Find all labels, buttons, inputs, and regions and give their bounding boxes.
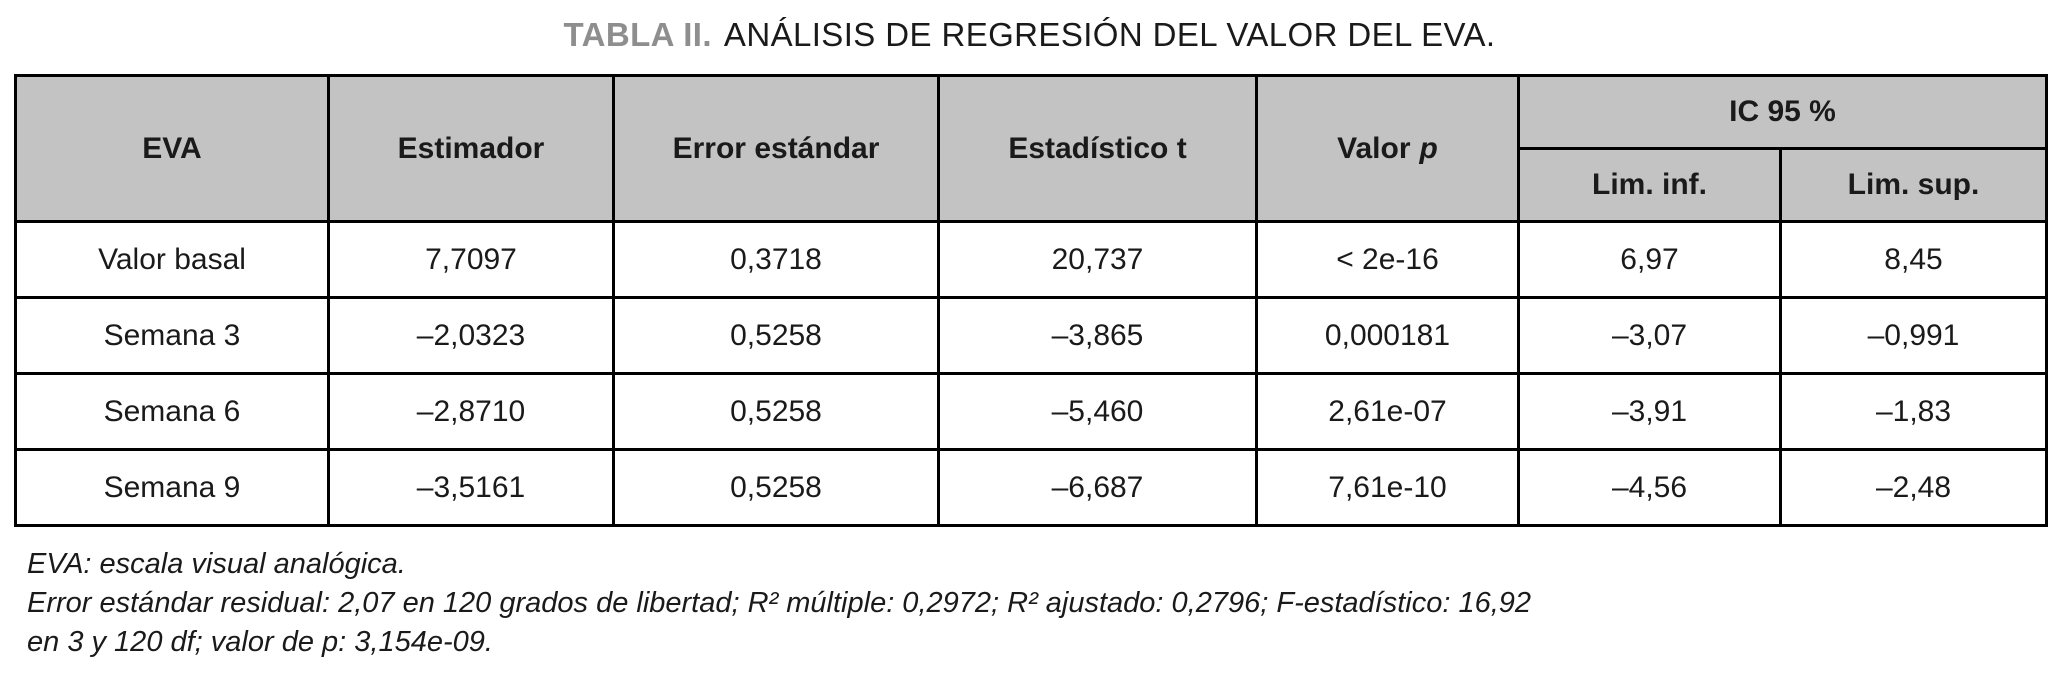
- table-row-semana-6: Semana 6 –2,8710 0,5258 –5,460 2,61e-07 …: [14, 372, 2048, 451]
- table-title-label: TABLA II.: [563, 16, 712, 53]
- cell-lim-inf: 6,97: [1517, 220, 1782, 299]
- cell-eva: Semana 6: [14, 372, 330, 451]
- cell-error-estandar: 0,3718: [612, 220, 940, 299]
- valor-p-prefix: Valor: [1337, 131, 1411, 165]
- col-header-error-estandar: Error estándar: [612, 74, 940, 223]
- cell-lim-inf: –3,91: [1517, 372, 1782, 451]
- header-row-2: Lim. inf. Lim. sup.: [16, 147, 2048, 223]
- cell-estadistico-t: –5,460: [937, 372, 1258, 451]
- table-row-semana-3: Semana 3 –2,0323 0,5258 –3,865 0,000181 …: [14, 296, 2048, 375]
- footnote-line-2: Error estándar residual: 2,07 en 120 gra…: [27, 587, 1532, 620]
- table-header: EVA Estimador Error estándar Estadístico…: [14, 74, 2048, 223]
- cell-valor-p: 2,61e-07: [1255, 372, 1520, 451]
- page: TABLA II. ANÁLISIS DE REGRESIÓN DEL VALOR…: [0, 0, 2059, 662]
- cell-lim-inf: –3,07: [1517, 296, 1782, 375]
- col-header-estadistico-t: Estadístico t: [937, 74, 1258, 223]
- cell-estadistico-t: 20,737: [937, 220, 1258, 299]
- footnote-line-3: en 3 y 120 df; valor de p: 3,154e-09.: [27, 626, 493, 659]
- table-row-semana-9: Semana 9 –3,5161 0,5258 –6,687 7,61e-10 …: [14, 448, 2048, 527]
- valor-p-italic: p: [1419, 131, 1438, 165]
- col-header-lim-sup: Lim. sup.: [1779, 147, 2048, 223]
- col-header-ic95: IC 95 %: [1517, 74, 2048, 150]
- col-header-valor-p: Valor p: [1255, 74, 1520, 223]
- cell-estimador: 7,7097: [327, 220, 615, 299]
- cell-error-estandar: 0,5258: [612, 448, 940, 527]
- table-title: TABLA II. ANÁLISIS DE REGRESIÓN DEL VALOR…: [0, 0, 2059, 54]
- cell-lim-sup: –1,83: [1779, 372, 2048, 451]
- col-header-lim-inf: Lim. inf.: [1517, 147, 1782, 223]
- cell-valor-p: 7,61e-10: [1255, 448, 1520, 527]
- cell-estadistico-t: –3,865: [937, 296, 1258, 375]
- col-header-estimador: Estimador: [327, 74, 615, 223]
- regression-table: EVA Estimador Error estándar Estadístico…: [14, 74, 2048, 527]
- cell-error-estandar: 0,5258: [612, 372, 940, 451]
- footnotes: EVA: escala visual analógica. Error está…: [27, 545, 2059, 662]
- cell-valor-p: 0,000181: [1255, 296, 1520, 375]
- cell-lim-sup: 8,45: [1779, 220, 2048, 299]
- cell-lim-sup: –2,48: [1779, 448, 2048, 527]
- cell-eva: Semana 9: [14, 448, 330, 527]
- header-row-1: EVA Estimador Error estándar Estadístico…: [14, 74, 2048, 223]
- cell-eva: Semana 3: [14, 296, 330, 375]
- cell-eva: Valor basal: [14, 220, 330, 299]
- cell-estimador: –2,8710: [327, 372, 615, 451]
- table-body: Valor basal 7,7097 0,3718 20,737 < 2e-16…: [14, 220, 2048, 527]
- footnote-line-1: EVA: escala visual analógica.: [27, 548, 406, 580]
- cell-error-estandar: 0,5258: [612, 296, 940, 375]
- cell-lim-inf: –4,56: [1517, 448, 1782, 527]
- cell-estimador: –2,0323: [327, 296, 615, 375]
- col-header-eva: EVA: [14, 74, 330, 223]
- cell-lim-sup: –0,991: [1779, 296, 2048, 375]
- table-title-text: ANÁLISIS DE REGRESIÓN DEL VALOR DEL EVA.: [723, 16, 1496, 53]
- cell-estadistico-t: –6,687: [937, 448, 1258, 527]
- cell-estimador: –3,5161: [327, 448, 615, 527]
- cell-valor-p: < 2e-16: [1255, 220, 1520, 299]
- table-row-valor-basal: Valor basal 7,7097 0,3718 20,737 < 2e-16…: [14, 220, 2048, 299]
